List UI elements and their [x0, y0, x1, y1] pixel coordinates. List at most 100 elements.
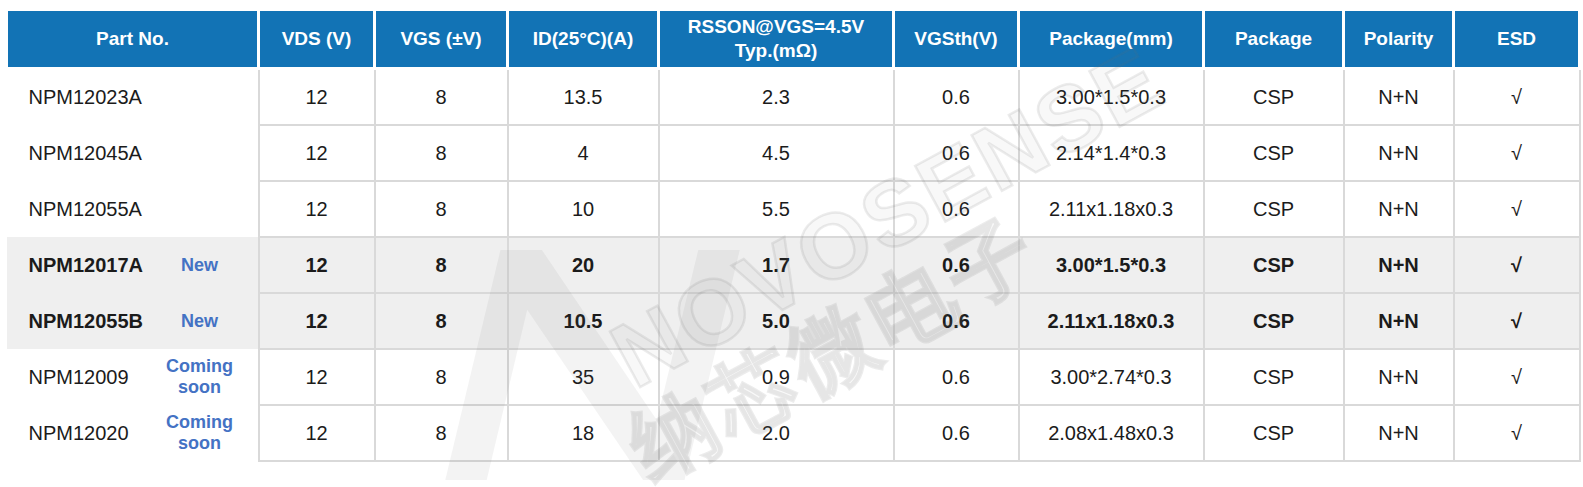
vgs-cell: 8: [375, 405, 508, 461]
package_mm-cell: 3.00*1.5*0.3: [1019, 237, 1204, 293]
esd-cell: √: [1454, 349, 1580, 405]
rsson-cell: 1.7: [659, 237, 894, 293]
table-row: NPM12020Coming soon128182.00.62.08x1.48x…: [7, 405, 1580, 461]
availability-badge: New: [152, 255, 248, 276]
polarity-cell: N+N: [1344, 181, 1454, 237]
package_mm-cell: 2.14*1.4*0.3: [1019, 125, 1204, 181]
id-cell: 18: [508, 405, 659, 461]
vds-cell: 12: [259, 293, 375, 349]
table-row: NPM12023A 12813.52.30.63.00*1.5*0.3CSPN+N…: [7, 69, 1580, 126]
esd-cell: √: [1454, 293, 1580, 349]
column-header-id: ID(25°C)(A): [508, 10, 659, 69]
vds-cell: 12: [259, 69, 375, 126]
column-header-vgsth: VGSth(V): [894, 10, 1019, 69]
part-number: NPM12023A: [29, 86, 248, 109]
id-cell: 10: [508, 181, 659, 237]
part-number: NPM12009: [29, 366, 152, 389]
part-number: NPM12055A: [29, 198, 248, 221]
package-cell: CSP: [1204, 405, 1344, 461]
vgs-cell: 8: [375, 293, 508, 349]
page: NOVOSENSE 纳芯微电子 Part No.VDS (V)VGS (±V)I…: [0, 8, 1583, 487]
table-row: NPM12009Coming soon128350.90.63.00*2.74*…: [7, 349, 1580, 405]
package-cell: CSP: [1204, 237, 1344, 293]
availability-badge: Coming soon: [152, 412, 248, 454]
part-no-cell: NPM12045A: [7, 125, 259, 181]
column-header-package: Package: [1204, 10, 1344, 69]
table-body: NPM12023A12813.52.30.63.00*1.5*0.3CSPN+N…: [7, 69, 1580, 462]
package-cell: CSP: [1204, 125, 1344, 181]
package_mm-cell: 3.00*2.74*0.3: [1019, 349, 1204, 405]
rsson-cell: 2.0: [659, 405, 894, 461]
column-header-rsson: RSSON@VGS=4.5V Typ.(mΩ): [659, 10, 894, 69]
id-cell: 35: [508, 349, 659, 405]
availability-badge: Coming soon: [152, 356, 248, 398]
column-header-package_mm: Package(mm): [1019, 10, 1204, 69]
part-no-cell: NPM12055BNew: [7, 293, 259, 349]
polarity-cell: N+N: [1344, 237, 1454, 293]
vds-cell: 12: [259, 125, 375, 181]
id-cell: 10.5: [508, 293, 659, 349]
vgsth-cell: 0.6: [894, 69, 1019, 126]
package_mm-cell: 2.08x1.48x0.3: [1019, 405, 1204, 461]
part-no-cell: NPM12017ANew: [7, 237, 259, 293]
vgsth-cell: 0.6: [894, 293, 1019, 349]
part-no-cell: NPM12055A: [7, 181, 259, 237]
esd-cell: √: [1454, 237, 1580, 293]
column-header-vds: VDS (V): [259, 10, 375, 69]
esd-cell: √: [1454, 125, 1580, 181]
header-row: Part No.VDS (V)VGS (±V)ID(25°C)(A)RSSON@…: [7, 10, 1580, 69]
vds-cell: 12: [259, 181, 375, 237]
package_mm-cell: 2.11x1.18x0.3: [1019, 293, 1204, 349]
availability-badge: New: [152, 311, 248, 332]
table-row: NPM12055A 128105.50.62.11x1.18x0.3CSPN+N√: [7, 181, 1580, 237]
vgs-cell: 8: [375, 349, 508, 405]
package-cell: CSP: [1204, 293, 1344, 349]
part-number: NPM12045A: [29, 142, 248, 165]
vgsth-cell: 0.6: [894, 405, 1019, 461]
vgs-cell: 8: [375, 69, 508, 126]
part-number: NPM12017A: [29, 254, 152, 277]
id-cell: 4: [508, 125, 659, 181]
vgs-cell: 8: [375, 237, 508, 293]
part-number: NPM12020: [29, 422, 152, 445]
column-header-vgs: VGS (±V): [375, 10, 508, 69]
rsson-cell: 2.3: [659, 69, 894, 126]
id-cell: 13.5: [508, 69, 659, 126]
vgsth-cell: 0.6: [894, 125, 1019, 181]
vgs-cell: 8: [375, 181, 508, 237]
polarity-cell: N+N: [1344, 69, 1454, 126]
polarity-cell: N+N: [1344, 405, 1454, 461]
vds-cell: 12: [259, 405, 375, 461]
polarity-cell: N+N: [1344, 125, 1454, 181]
column-header-polarity: Polarity: [1344, 10, 1454, 69]
rsson-cell: 4.5: [659, 125, 894, 181]
column-header-part: Part No.: [7, 10, 259, 69]
rsson-cell: 5.0: [659, 293, 894, 349]
vgs-cell: 8: [375, 125, 508, 181]
table-row: NPM12045A 12844.50.62.14*1.4*0.3CSPN+N√: [7, 125, 1580, 181]
esd-cell: √: [1454, 181, 1580, 237]
product-spec-table: Part No.VDS (V)VGS (±V)ID(25°C)(A)RSSON@…: [5, 8, 1581, 462]
esd-cell: √: [1454, 405, 1580, 461]
column-header-esd: ESD: [1454, 10, 1580, 69]
esd-cell: √: [1454, 69, 1580, 126]
rsson-cell: 5.5: [659, 181, 894, 237]
vgsth-cell: 0.6: [894, 181, 1019, 237]
part-number: NPM12055B: [29, 310, 152, 333]
package_mm-cell: 3.00*1.5*0.3: [1019, 69, 1204, 126]
part-no-cell: NPM12023A: [7, 69, 259, 126]
table-row: NPM12055BNew12810.55.00.62.11x1.18x0.3CS…: [7, 293, 1580, 349]
rsson-cell: 0.9: [659, 349, 894, 405]
vds-cell: 12: [259, 237, 375, 293]
polarity-cell: N+N: [1344, 293, 1454, 349]
part-no-cell: NPM12009Coming soon: [7, 349, 259, 405]
vgsth-cell: 0.6: [894, 237, 1019, 293]
table-row: NPM12017ANew128201.70.63.00*1.5*0.3CSPN+…: [7, 237, 1580, 293]
package_mm-cell: 2.11x1.18x0.3: [1019, 181, 1204, 237]
polarity-cell: N+N: [1344, 349, 1454, 405]
part-no-cell: NPM12020Coming soon: [7, 405, 259, 461]
package-cell: CSP: [1204, 69, 1344, 126]
id-cell: 20: [508, 237, 659, 293]
package-cell: CSP: [1204, 181, 1344, 237]
package-cell: CSP: [1204, 349, 1344, 405]
